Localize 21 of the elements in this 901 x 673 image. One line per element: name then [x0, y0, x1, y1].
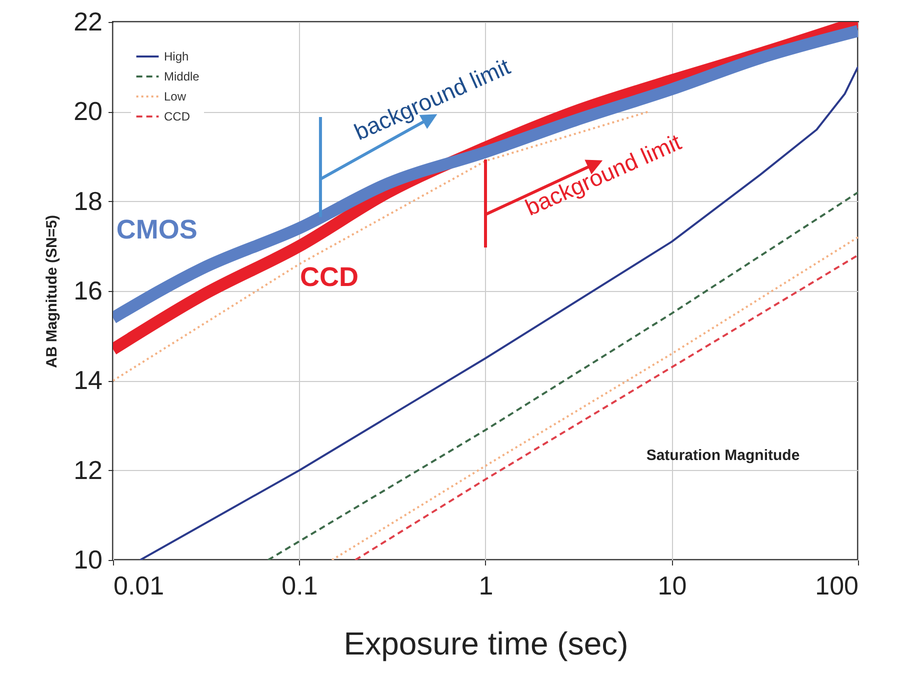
- y-tick-label: 10: [74, 544, 102, 574]
- y-tick-label: 18: [74, 186, 102, 216]
- y-tick-label: 20: [74, 96, 102, 126]
- legend-label: Low: [164, 90, 186, 104]
- series-label: CCD: [300, 262, 358, 292]
- x-tick-label: 0.01: [114, 570, 164, 600]
- legend-label: High: [164, 50, 189, 64]
- annotation: Saturation Magnitude: [646, 447, 800, 464]
- legend-label: CCD: [164, 110, 190, 124]
- series-label: CMOS: [116, 214, 198, 245]
- x-tick-label: 0.1: [282, 570, 318, 600]
- y-tick-label: 12: [74, 454, 102, 485]
- legend-label: Middle: [164, 70, 200, 84]
- y-axis-title: AB Magnitude (SN=5): [44, 215, 61, 368]
- y-tick-label: 22: [74, 6, 102, 36]
- x-tick-label: 1: [478, 570, 494, 600]
- y-tick-label: 16: [74, 276, 102, 306]
- x-axis-title: Exposure time (sec): [344, 626, 628, 662]
- y-tick-label: 14: [74, 365, 102, 396]
- x-tick-label: 10: [658, 570, 687, 600]
- x-tick-label: 100: [815, 570, 858, 600]
